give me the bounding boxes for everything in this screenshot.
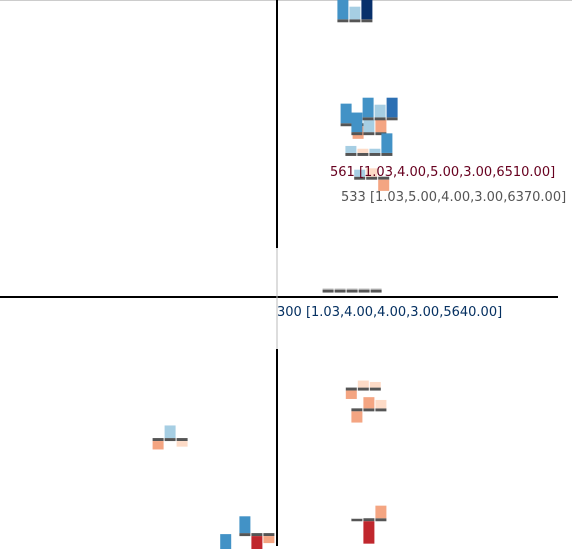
glyph-13	[351, 505, 387, 544]
glyph-13-bar-3	[375, 505, 387, 519]
glyph-9-bar-2	[357, 380, 369, 388]
glyph-9-baseline-3	[369, 387, 381, 391]
glyph-3-bar-2	[363, 119, 375, 133]
glyph-4-baseline-1	[362, 117, 374, 121]
glyph-4-bar-1	[362, 97, 374, 118]
glyph-8-bar-2	[164, 425, 176, 439]
glyph-7-bar-4	[358, 288, 370, 290]
glyph-5-bar-2	[357, 148, 369, 153]
glyph-12-bar-3	[263, 536, 275, 544]
glyph-12-baseline-2	[251, 533, 263, 537]
annotation-label-1: 561 [1.03,4.00,5.00,3.00,6510.00]	[330, 165, 555, 180]
glyph-8-bar-3	[176, 441, 188, 447]
glyph-10-baseline-1	[351, 408, 363, 412]
glyph-5-bar-1	[345, 145, 357, 153]
glyph-4	[362, 97, 398, 121]
glyph-3-bar-3	[375, 119, 387, 133]
glyph-10-baseline-3	[375, 408, 387, 412]
glyph-9-bar-1	[345, 390, 357, 399]
glyph-5-baseline-1	[345, 152, 357, 156]
glyph-6-baseline-3	[378, 176, 390, 180]
glyph-3	[351, 112, 387, 136]
annotation-label-2: 533 [1.03,5.00,4.00,3.00,6370.00]	[341, 190, 566, 205]
glyph-7-baseline-3	[346, 289, 358, 293]
glyph-3-baseline-2	[363, 132, 375, 136]
glyph-12-baseline-1	[239, 533, 251, 537]
glyph-12-baseline-3	[263, 533, 275, 537]
glyph-10-bar-3	[375, 399, 387, 409]
glyph-2-baseline-1	[340, 123, 352, 127]
glyph-5-bar-3	[369, 148, 381, 153]
glyph-7-baseline-2	[334, 289, 346, 293]
glyph-8-baseline-1	[152, 438, 164, 442]
glyph-9-baseline-1	[345, 387, 357, 391]
glyph-2-bar-1	[340, 103, 352, 124]
glyph-9-baseline-2	[357, 387, 369, 391]
glyph-11-bar-1	[220, 534, 232, 549]
glyph-1-bar-2	[349, 6, 361, 20]
glyph-8-baseline-3	[176, 438, 188, 442]
glyph-1-bar-3	[361, 0, 373, 20]
glyph-12-bar-2	[251, 536, 263, 549]
glyph-12	[239, 516, 275, 549]
glyph-1-bar-1	[337, 0, 349, 20]
glyph-4-bar-3	[386, 97, 398, 118]
annotation-label-3: 300 [1.03,4.00,4.00,3.00,5640.00]	[277, 305, 502, 320]
glyph-13-bar-2	[363, 521, 375, 544]
glyph-1	[337, 0, 373, 23]
glyph-1-baseline-3	[361, 19, 373, 23]
glyph-7-bar-2	[334, 288, 346, 290]
glyph-13-bar-1	[351, 517, 363, 519]
glyph-11	[220, 534, 232, 549]
glyph-4-bar-2	[374, 104, 386, 118]
glyph-1-baseline-2	[349, 19, 361, 23]
glyph-9	[345, 380, 381, 399]
glyph-13-baseline-3	[375, 518, 387, 522]
glyph-3-baseline-1	[351, 132, 363, 136]
glyph-9-bar-3	[369, 381, 381, 388]
glyph-10-bar-1	[351, 411, 363, 423]
glyph-layer	[152, 0, 398, 549]
glyph-7-bar-5	[370, 288, 382, 290]
glyph-13-baseline-2	[363, 518, 375, 522]
glyph-8-baseline-2	[164, 438, 176, 442]
glyph-4-baseline-2	[374, 117, 386, 121]
glyph-6-bar-3	[378, 179, 390, 191]
glyph-6-baseline-1	[354, 176, 366, 180]
glyph-7-bar-1	[322, 288, 334, 290]
glyph-3-bar-1	[351, 112, 363, 133]
glyph-4-baseline-3	[386, 117, 398, 121]
glyph-8-bar-1	[152, 441, 164, 450]
glyph-12-bar-1	[239, 516, 251, 534]
glyph-7	[322, 288, 382, 293]
glyph-7-baseline-5	[370, 289, 382, 293]
glyph-7-bar-3	[346, 288, 358, 290]
glyph-5	[345, 133, 393, 156]
glyph-8	[152, 425, 188, 450]
glyph-1-baseline-1	[337, 19, 349, 23]
glyph-5-baseline-3	[369, 152, 381, 156]
glyph-13-baseline-1	[351, 518, 363, 522]
glyph-5-baseline-2	[357, 152, 369, 156]
glyph-6-bar-1	[354, 169, 366, 177]
glyph-6-baseline-2	[366, 176, 378, 180]
glyph-3-baseline-3	[375, 132, 387, 136]
glyph-7-baseline-1	[322, 289, 334, 293]
glyph-10-baseline-2	[363, 408, 375, 412]
glyph-5-baseline-4	[381, 152, 393, 156]
glyph-5-bar-4	[381, 133, 393, 153]
annotation-layer: 561 [1.03,4.00,5.00,3.00,6510.00] 533 [1…	[277, 165, 566, 320]
glyph-7-baseline-4	[358, 289, 370, 293]
glyph-10-bar-2	[363, 397, 375, 409]
glyph-6-bar-2	[366, 168, 378, 177]
glyph-6	[354, 168, 390, 191]
glyph-10	[351, 397, 387, 423]
